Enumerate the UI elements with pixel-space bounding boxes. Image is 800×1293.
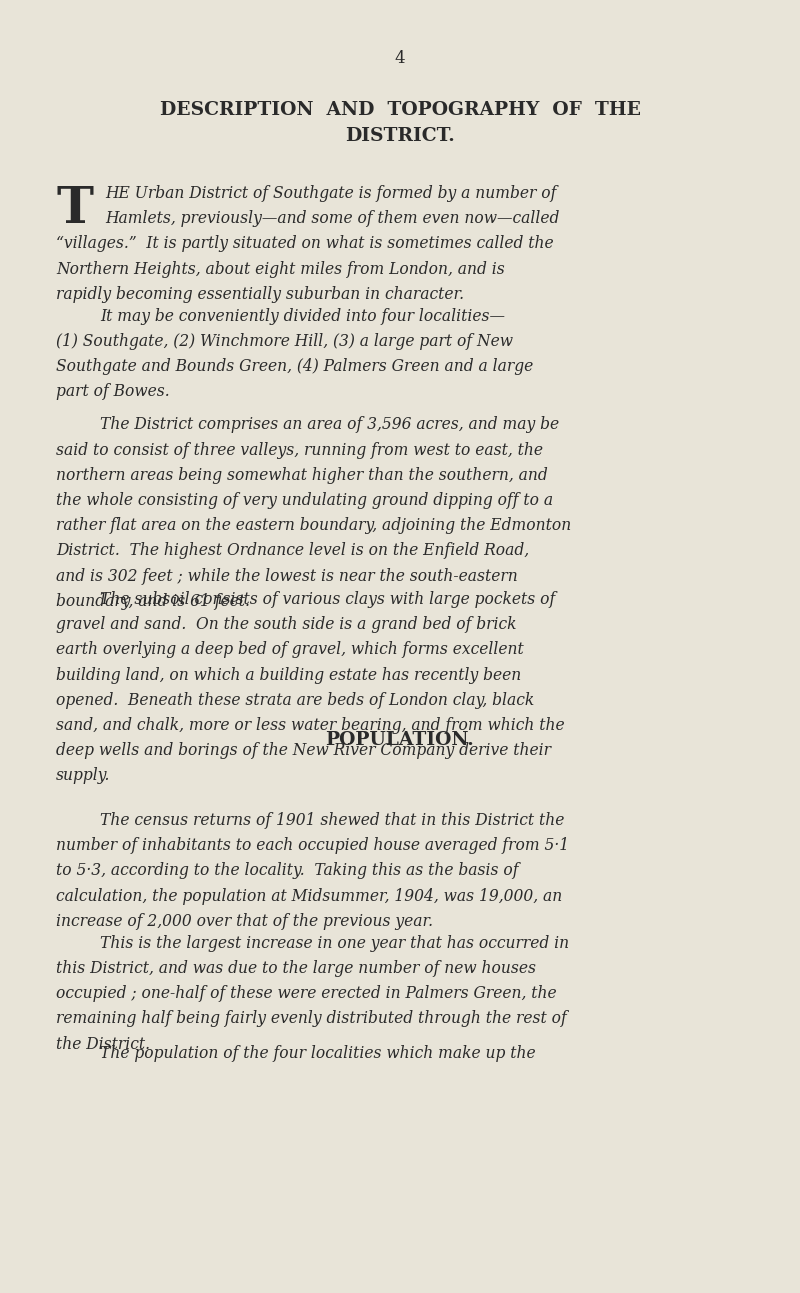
Text: the District.: the District. bbox=[56, 1036, 150, 1053]
Text: (1) Southgate, (2) Winchmore Hill, (3) a large part of New: (1) Southgate, (2) Winchmore Hill, (3) a… bbox=[56, 332, 513, 350]
Text: The subsoil consists of various clays with large pockets of: The subsoil consists of various clays wi… bbox=[100, 591, 555, 608]
Text: Southgate and Bounds Green, (4) Palmers Green and a large: Southgate and Bounds Green, (4) Palmers … bbox=[56, 358, 534, 375]
Text: gravel and sand.  On the south side is a grand bed of brick: gravel and sand. On the south side is a … bbox=[56, 615, 517, 634]
Text: District.  The highest Ordnance level is on the Enfield Road,: District. The highest Ordnance level is … bbox=[56, 543, 529, 560]
Text: to 5·3, according to the locality.  Taking this as the basis of: to 5·3, according to the locality. Takin… bbox=[56, 862, 518, 879]
Text: DISTRICT.: DISTRICT. bbox=[345, 127, 455, 145]
Text: this District, and was due to the large number of new houses: this District, and was due to the large … bbox=[56, 959, 536, 978]
Text: calculation, the population at Midsummer, 1904, was 19,000, an: calculation, the population at Midsummer… bbox=[56, 887, 562, 905]
Text: sand, and chalk, more or less water bearing, and from which the: sand, and chalk, more or less water bear… bbox=[56, 716, 565, 734]
Text: The census returns of 1901 shewed that in this District the: The census returns of 1901 shewed that i… bbox=[100, 812, 564, 829]
Text: 4: 4 bbox=[394, 49, 406, 67]
Text: occupied ; one-half of these were erected in Palmers Green, the: occupied ; one-half of these were erecte… bbox=[56, 985, 557, 1002]
Text: This is the largest increase in one year that has occurred in: This is the largest increase in one year… bbox=[100, 935, 569, 952]
Text: DESCRIPTION  AND  TOPOGRAPHY  OF  THE: DESCRIPTION AND TOPOGRAPHY OF THE bbox=[159, 101, 641, 119]
Text: northern areas being somewhat higher than the southern, and: northern areas being somewhat higher tha… bbox=[56, 467, 548, 484]
Text: the whole consisting of very undulating ground dipping off to a: the whole consisting of very undulating … bbox=[56, 491, 553, 509]
Text: Hamlets, previously—and some of them even now—called: Hamlets, previously—and some of them eve… bbox=[106, 209, 560, 228]
Text: and is 302 feet ; while the lowest is near the south-eastern: and is 302 feet ; while the lowest is ne… bbox=[56, 568, 518, 584]
Text: rather flat area on the eastern boundary, adjoining the Edmonton: rather flat area on the eastern boundary… bbox=[56, 517, 571, 534]
Text: part of Bowes.: part of Bowes. bbox=[56, 383, 170, 401]
Text: HE Urban District of Southgate is formed by a number of: HE Urban District of Southgate is formed… bbox=[106, 185, 557, 202]
Text: The population of the four localities which make up the: The population of the four localities wh… bbox=[100, 1045, 536, 1062]
Text: number of inhabitants to each occupied house averaged from 5·1: number of inhabitants to each occupied h… bbox=[56, 838, 569, 855]
Text: building land, on which a building estate has recently been: building land, on which a building estat… bbox=[56, 666, 522, 684]
Text: It may be conveniently divided into four localities—: It may be conveniently divided into four… bbox=[100, 308, 505, 325]
Text: boundary, and is 61 feet.: boundary, and is 61 feet. bbox=[56, 592, 250, 610]
Text: “villages.”  It is partly situated on what is sometimes called the: “villages.” It is partly situated on wha… bbox=[56, 235, 554, 252]
Text: deep wells and borings of the New River Company derive their: deep wells and borings of the New River … bbox=[56, 742, 551, 759]
Text: supply.: supply. bbox=[56, 767, 110, 785]
Text: said to consist of three valleys, running from west to east, the: said to consist of three valleys, runnin… bbox=[56, 441, 543, 459]
Text: The District comprises an area of 3,596 acres, and may be: The District comprises an area of 3,596 … bbox=[100, 416, 559, 433]
Text: remaining half being fairly evenly distributed through the rest of: remaining half being fairly evenly distr… bbox=[56, 1011, 566, 1028]
Text: opened.  Beneath these strata are beds of London clay, black: opened. Beneath these strata are beds of… bbox=[56, 692, 534, 709]
Text: rapidly becoming essentially suburban in character.: rapidly becoming essentially suburban in… bbox=[56, 286, 464, 303]
Text: earth overlying a deep bed of gravel, which forms excellent: earth overlying a deep bed of gravel, wh… bbox=[56, 641, 524, 658]
Text: Northern Heights, about eight miles from London, and is: Northern Heights, about eight miles from… bbox=[56, 261, 505, 278]
Text: increase of 2,000 over that of the previous year.: increase of 2,000 over that of the previ… bbox=[56, 913, 433, 930]
Text: T: T bbox=[56, 185, 93, 234]
Text: POPULATION.: POPULATION. bbox=[326, 731, 474, 749]
